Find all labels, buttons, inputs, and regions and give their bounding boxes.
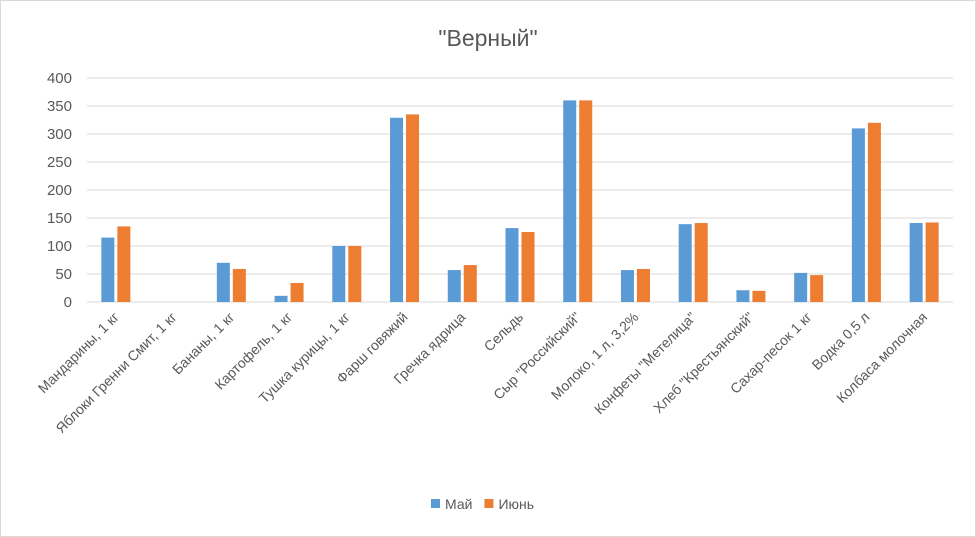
bar-Июнь: [810, 275, 824, 302]
bar-Май: [620, 270, 634, 302]
y-tick-label: 300: [47, 126, 72, 143]
legend-swatch: [431, 499, 440, 508]
bar-Май: [216, 262, 230, 302]
y-tick-label: 50: [55, 266, 72, 283]
bar-Июнь: [636, 268, 650, 302]
bar-Май: [274, 295, 288, 302]
x-category-label: Яблоки Гренни Смит, 1 кг: [52, 309, 179, 436]
legend-swatch: [484, 499, 494, 508]
y-tick-label: 400: [47, 70, 72, 87]
bar-Июнь: [521, 232, 535, 302]
y-tick-label: 350: [47, 98, 72, 115]
y-tick-label: 100: [47, 238, 72, 255]
bar-Июнь: [752, 290, 766, 302]
bar-Май: [390, 117, 404, 302]
bar-Май: [505, 228, 519, 302]
y-tick-label: 0: [64, 294, 72, 311]
chart-title: "Верный": [438, 25, 537, 51]
bar-Июнь: [348, 246, 362, 302]
x-category-label: Водка 0,5 л: [808, 309, 872, 373]
bar-Май: [101, 237, 115, 302]
bar-Май: [909, 223, 923, 302]
y-tick-label: 200: [47, 182, 72, 199]
bar-Май: [794, 272, 808, 302]
bar-Май: [332, 246, 346, 302]
y-tick-label: 150: [47, 210, 72, 227]
bar-Май: [851, 128, 865, 302]
legend-label: Май: [445, 496, 472, 512]
bar-Июнь: [579, 100, 593, 303]
bar-Июнь: [406, 114, 420, 303]
bar-Июнь: [463, 265, 477, 302]
bar-Июнь: [925, 222, 939, 302]
x-category-label: Хлеб "Крестьянский": [650, 309, 757, 416]
bar-Июнь: [694, 223, 708, 302]
x-category-label: Конфеты "Метелица": [591, 309, 699, 417]
bar-Июнь: [290, 282, 304, 302]
bar-Июнь: [232, 268, 246, 302]
bar-Июнь: [867, 122, 881, 302]
bar-Май: [678, 224, 692, 302]
bar-Июнь: [117, 226, 131, 302]
legend-label: Июнь: [498, 496, 534, 512]
y-tick-label: 250: [47, 154, 72, 171]
bar-Май: [563, 100, 577, 303]
bar-Май: [736, 290, 750, 302]
x-category-label: Сельдь: [481, 309, 527, 355]
bar-Май: [447, 270, 461, 302]
